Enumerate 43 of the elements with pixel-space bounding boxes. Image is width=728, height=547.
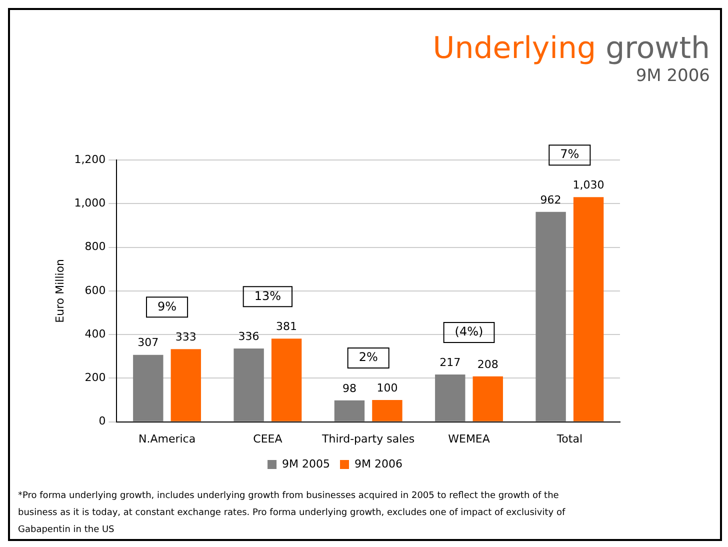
x-tick-label: Total	[556, 432, 583, 446]
text: 9M 2006	[634, 66, 710, 86]
x-tick-label: N.America	[138, 432, 196, 446]
legend-label: 9M 2005	[282, 457, 330, 470]
data-label: 98	[342, 382, 356, 395]
x-tick-label: CEEA	[253, 432, 283, 446]
bar	[133, 354, 164, 422]
data-label: 100	[376, 381, 398, 394]
data-label: 307	[138, 336, 159, 350]
annotation: 7%	[560, 147, 580, 162]
bar	[170, 349, 201, 422]
y-tick-label: 200	[84, 371, 106, 384]
y-tick-label: 600	[84, 284, 106, 297]
bar	[372, 400, 402, 422]
y-tick-label: 400	[84, 327, 106, 340]
y-tick-label: 0	[98, 414, 106, 428]
bar	[334, 400, 365, 422]
data-label: 336	[238, 330, 260, 343]
bar	[536, 212, 566, 422]
y-tick-label: 1,200	[74, 152, 106, 166]
chart-title: Underlying growth	[432, 31, 710, 66]
data-label: 333	[175, 330, 196, 344]
annotation: 2%	[358, 350, 378, 364]
y-axis-title: Euro Million	[53, 258, 66, 323]
bar	[472, 376, 503, 422]
x-tick-label: WEMEA	[448, 432, 490, 446]
data-label: 1,030	[572, 178, 604, 192]
data-label: 208	[477, 358, 498, 371]
data-label: 962	[540, 193, 562, 206]
y-tick-label: 1,000	[74, 196, 106, 210]
annotation: 13%	[254, 288, 282, 303]
data-label: 381	[276, 320, 298, 334]
annotation: 9%	[158, 299, 177, 314]
x-tick-label: Third-party sales	[321, 432, 415, 446]
bar	[234, 348, 264, 422]
legend-label: 9M 2006	[354, 457, 402, 470]
y-tick-label: 800	[84, 240, 106, 254]
bar	[573, 197, 604, 422]
text: *Pro forma underlying growth, includes underlying growth from businesses acquired in 2005 to reflect the growth of the business as it is today, at constant exchange rates. Pro forma underlying growth, excludes one of impact of exclusivity of Gabapentin in the US	[18, 490, 566, 537]
data-label: 217	[440, 356, 461, 369]
bar	[271, 338, 302, 422]
bar	[435, 374, 466, 422]
annotation: (4%)	[454, 324, 484, 339]
